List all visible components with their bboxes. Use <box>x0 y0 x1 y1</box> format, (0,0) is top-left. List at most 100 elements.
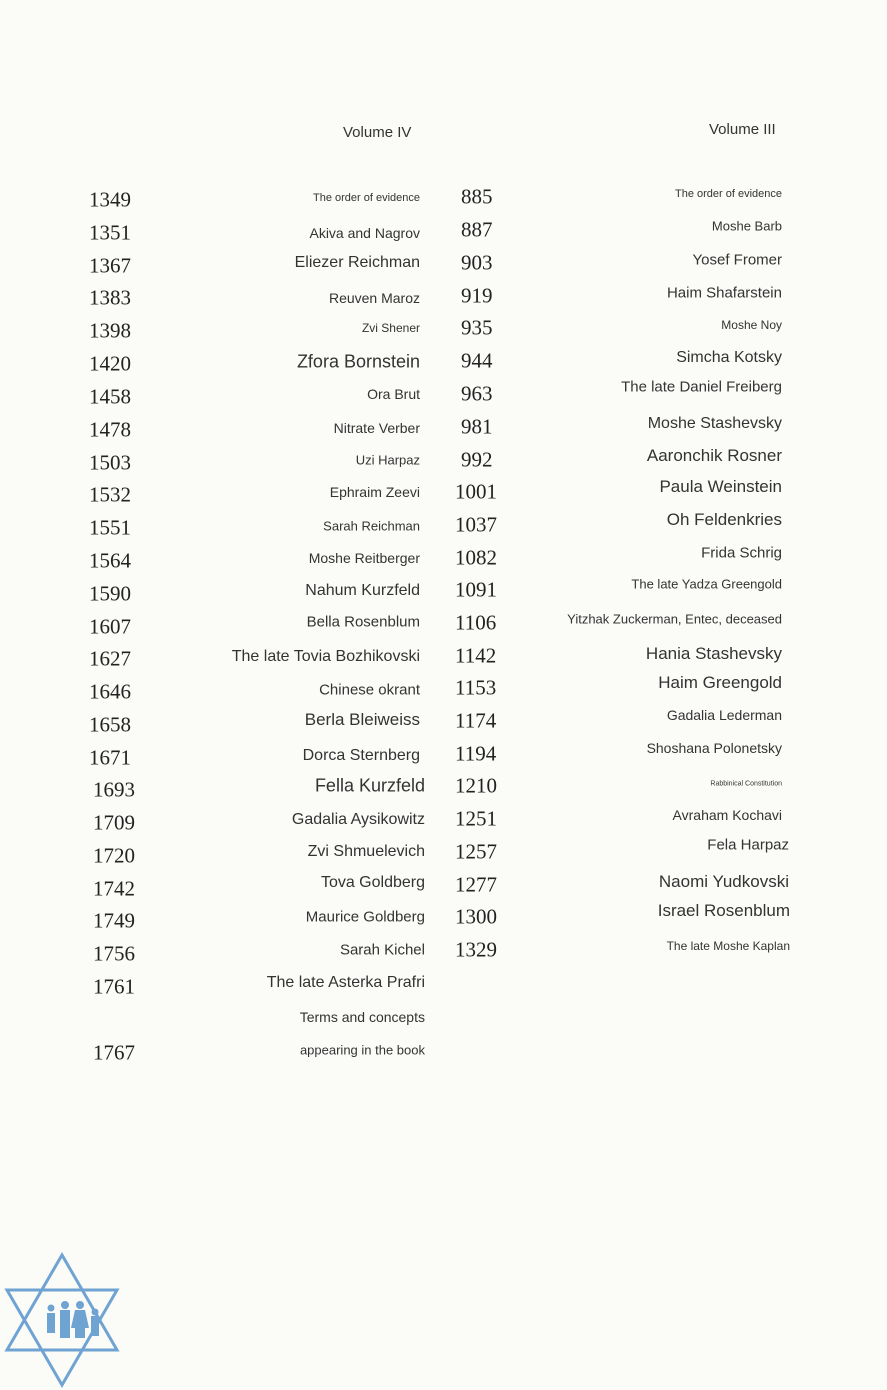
index-entry: Naomi Yudkovski <box>658 872 789 891</box>
page-number: 1709 <box>93 810 135 835</box>
index-entry: appearing in the book <box>299 1042 425 1058</box>
page-number: 1194 <box>455 741 497 766</box>
page-number: 944 <box>461 348 493 373</box>
page-number: 1106 <box>455 610 497 635</box>
index-entry: Sarah Reichman <box>323 518 420 534</box>
page-number: 1398 <box>89 318 131 343</box>
page-number: 1646 <box>89 679 131 704</box>
index-entry: Nitrate Verber <box>333 420 420 436</box>
page-number: 963 <box>461 381 493 406</box>
page-number: 1091 <box>455 577 497 602</box>
index-entry: Moshe Reitberger <box>308 550 420 566</box>
index-entry: Ora Brut <box>367 386 420 402</box>
index-entry: Tova Goldberg <box>320 874 425 891</box>
volume-iv-heading: Volume IV <box>343 124 412 141</box>
page-number: 919 <box>461 283 493 308</box>
page-number: 1658 <box>89 712 131 737</box>
page-number: 1383 <box>89 285 131 310</box>
page-number: 1142 <box>455 643 497 668</box>
index-entry: Moshe Noy <box>721 318 782 332</box>
page-number: 1503 <box>89 450 131 475</box>
index-entry: Haim Shafarstein <box>666 284 782 302</box>
index-entry: Uzi Harpaz <box>355 452 420 468</box>
index-entry: Maurice Goldberg <box>305 908 425 926</box>
page-number: 1478 <box>89 417 131 442</box>
page-number: 1037 <box>455 512 497 537</box>
page-number: 981 <box>461 414 493 439</box>
index-entry: Berla Bleiweiss <box>304 710 420 729</box>
page-number: 1420 <box>89 351 131 376</box>
page-number: 1277 <box>455 872 497 897</box>
page-number: 1693 <box>93 777 135 802</box>
page-number: 1349 <box>89 187 131 212</box>
index-entry: Moshe Barb <box>711 218 782 234</box>
page-number: 1720 <box>93 843 135 868</box>
index-entry: Terms and concepts <box>299 1009 425 1025</box>
index-entry: Paula Weinstein <box>659 477 782 496</box>
index-entry: The late Asterka Prafri <box>266 974 425 991</box>
index-entry: The late Yadza Greengold <box>631 576 782 592</box>
page-number: 935 <box>461 315 493 340</box>
page-number: 1001 <box>455 479 497 504</box>
page-number: 887 <box>461 217 493 242</box>
index-entry: Zvi Shmuelevich <box>307 843 425 860</box>
page-number: 1458 <box>89 384 131 409</box>
page-number: 1767 <box>93 1040 135 1065</box>
page-number: 1627 <box>89 646 131 671</box>
page-number: 1153 <box>455 675 497 700</box>
index-entry: Gadalia Lederman <box>666 707 782 723</box>
star-of-david-family-icon <box>4 1252 120 1388</box>
index-entry: Yitzhak Zuckerman, Entec, deceased <box>567 611 782 627</box>
index-entry: Rabbinical Constitution <box>710 780 782 788</box>
page-number: 1671 <box>89 745 131 770</box>
page-number: 1564 <box>89 548 131 573</box>
page-number: 903 <box>461 250 493 275</box>
page-number: 1174 <box>455 708 497 733</box>
index-entry: Chinese okrant <box>319 681 420 699</box>
index-entry: Hania Stashevsky <box>645 644 782 663</box>
index-entry: Zfora Bornstein <box>296 351 420 372</box>
page-number: 1590 <box>89 581 131 606</box>
page-number: 1607 <box>89 614 131 639</box>
index-entry: Shoshana Polonetsky <box>646 740 782 756</box>
index-entry: Fela Harpaz <box>707 836 789 854</box>
page-number: 1756 <box>93 941 135 966</box>
index-entry: Dorca Sternberg <box>302 747 420 764</box>
index-entry: Zvi Shener <box>361 321 420 335</box>
index-entry: Akiva and Nagrov <box>309 225 420 241</box>
index-entry: Simcha Kotsky <box>676 349 782 366</box>
index-entry: Nahum Kurzfeld <box>305 582 420 599</box>
index-entry: Aaronchik Rosner <box>646 446 782 465</box>
index-entry: Sarah Kichel <box>339 941 425 959</box>
index-entry: Ephraim Zeevi <box>329 484 420 500</box>
page-number: 1329 <box>455 937 497 962</box>
page-number: 1367 <box>89 253 131 278</box>
index-entry: Frida Schrig <box>701 544 782 562</box>
index-entry: Eliezer Reichman <box>294 254 420 271</box>
index-entry: The order of evidence <box>312 192 420 204</box>
page-number: 992 <box>461 447 493 472</box>
volume-iii-heading: Volume III <box>709 121 776 138</box>
index-entry: Moshe Stashevsky <box>647 415 782 432</box>
index-entry: Avraham Kochavi <box>672 807 782 823</box>
index-entry: Israel Rosenblum <box>657 901 790 920</box>
index-entry: Fella Kurzfeld <box>314 775 425 796</box>
page-number: 1257 <box>455 839 497 864</box>
page-number: 1761 <box>93 974 135 999</box>
index-entry: The late Moshe Kaplan <box>666 939 790 953</box>
page-number: 1082 <box>455 545 497 570</box>
page-number: 1251 <box>455 806 497 831</box>
index-entry: Gadalia Aysikowitz <box>291 811 425 828</box>
index-entry: Yosef Fromer <box>692 251 782 269</box>
page-number: 1551 <box>89 515 131 540</box>
page-number: 1210 <box>455 773 497 798</box>
page-number: 1351 <box>89 220 131 245</box>
index-entry: The late Tovia Bozhikovski <box>231 648 420 665</box>
index-entry: Haim Greengold <box>658 673 782 692</box>
index-entry: The order of evidence <box>674 188 782 200</box>
index-entry: Oh Feldenkries <box>666 510 782 529</box>
page-number: 1300 <box>455 904 497 929</box>
page-number: 1532 <box>89 482 131 507</box>
page-number: 1749 <box>93 908 135 933</box>
index-entry: The late Daniel Freiberg <box>621 378 782 396</box>
